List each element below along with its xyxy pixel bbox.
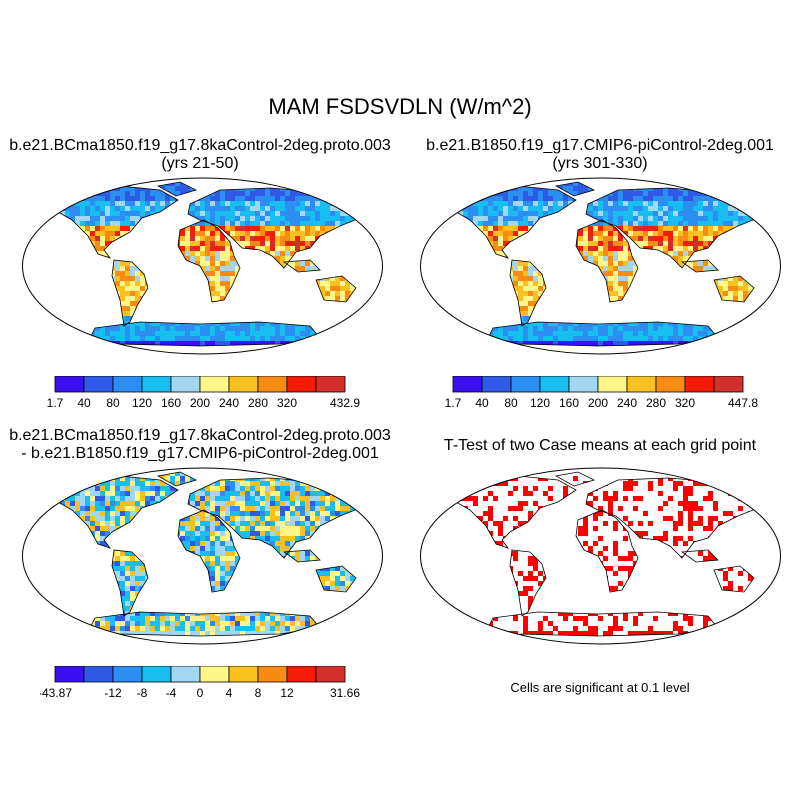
colorbar-tick-label: 432.9 [330,396,360,410]
panel-title-case1-line2: (yrs 21-50) [161,155,239,172]
colorbar-tick-label: 447.8 [728,396,758,410]
colorbar-swatch [315,666,346,683]
colorbar-tick-label: 280 [646,396,666,410]
colorbar-tick-label: 120 [530,396,550,410]
panel-title-diff-line2: - b.e21.B1850.f19_g17.CMIP6-piControl-2d… [21,445,379,462]
colorbar-tick-label: 240 [617,396,637,410]
colorbar-swatch [510,376,541,393]
colorbar-case1: 1.7 40 80 120 160 200 240 280 320 432.9 [47,376,360,410]
ttest-note: Cells are significant at 0.1 level [510,680,690,695]
map-ttest [420,467,781,645]
colorbar-swatch [199,376,230,393]
colorbar-tick-label: 160 [161,396,181,410]
colorbar-swatch [568,376,599,393]
colorbar-tick-label: -4 [166,686,177,700]
panel-title-diff: b.e21.BCma1850.f19_g17.8kaControl-2deg.p… [0,427,400,463]
colorbar-swatch [684,376,715,393]
colorbar-swatch [228,376,259,393]
colorbar-swatch [257,376,288,393]
colorbar-case2: 1.7 40 80 120 160 200 240 280 320 447.8 [445,376,758,410]
colorbar-swatch [228,666,259,683]
colorbar-tick-label: 120 [132,396,152,410]
panel-title-ttest-line1: T-Test of two Case means at each grid po… [443,437,757,454]
colorbar-tick-label: 80 [504,396,518,410]
colorbar-tick-label: 200 [190,396,210,410]
colorbar-swatch [112,666,143,683]
panel-title-case1: b.e21.BCma1850.f19_g17.8kaControl-2deg.p… [0,137,400,173]
colorbar-swatch [54,376,85,393]
colorbar-swatch [199,666,230,683]
colorbar-swatch [83,666,114,683]
panel-title-case2-line1: b.e21.B1850.f19_g17.CMIP6-piControl-2deg… [426,137,774,154]
colorbar-tick-label: 1.7 [47,396,64,410]
colorbar-swatch [315,376,346,393]
colorbar-swatch [54,666,85,683]
colorbar-tick-label: 200 [588,396,608,410]
colorbar-tick-label: 320 [675,396,695,410]
colorbar-swatch [83,376,114,393]
panel-title-case2-line2: (yrs 301-330) [552,155,648,172]
colorbar-tick-label: 31.66 [330,686,360,700]
colorbar-tick-label: 4 [226,686,233,700]
map-case2 [420,177,781,355]
panel-title-diff-line1: b.e21.BCma1850.f19_g17.8kaControl-2deg.p… [9,427,391,444]
colorbar-swatch [597,376,628,393]
colorbar-swatch [626,376,657,393]
colorbar-swatch [257,666,288,683]
colorbar-tick-label: 280 [248,396,268,410]
colorbar-swatch [141,376,172,393]
colorbar-tick-label: 80 [106,396,120,410]
colorbar-tick-label: 320 [277,396,297,410]
colorbar-swatch [713,376,744,393]
colorbar-tick-label: 8 [255,686,262,700]
colorbar-tick-label: 240 [219,396,239,410]
map-case1 [22,177,383,355]
colorbar-swatch [112,376,143,393]
colorbar-tick-label: 160 [559,396,579,410]
figure-title: MAM FSDSVDLN (W/m^2) [268,94,532,119]
colorbar-swatch [170,666,201,683]
colorbar-swatch [141,666,172,683]
colorbar-tick-label: 40 [77,396,91,410]
colorbar-swatch [286,666,317,683]
colorbar-swatch [452,376,483,393]
colorbar-diff: -43.87 -12 -8 -4 0 4 8 12 31.66 [40,666,360,700]
colorbar-tick-label: -12 [104,686,122,700]
colorbar-tick-label: -8 [137,686,148,700]
colorbar-tick-label: 12 [280,686,294,700]
colorbar-tick-label: 40 [475,396,489,410]
colorbar-swatch [286,376,317,393]
colorbar-swatch [539,376,570,393]
map-diff [22,467,383,645]
colorbar-swatch [481,376,512,393]
colorbar-swatch [170,376,201,393]
panel-title-case1-line1: b.e21.BCma1850.f19_g17.8kaControl-2deg.p… [9,137,391,154]
colorbar-tick-label: 0 [197,686,204,700]
colorbar-tick-label: -43.87 [40,686,72,700]
colorbar-swatch [655,376,686,393]
panel-title-ttest: T-Test of two Case means at each grid po… [400,437,800,455]
colorbar-tick-label: 1.7 [445,396,462,410]
panel-title-case2: b.e21.B1850.f19_g17.CMIP6-piControl-2deg… [400,137,800,173]
